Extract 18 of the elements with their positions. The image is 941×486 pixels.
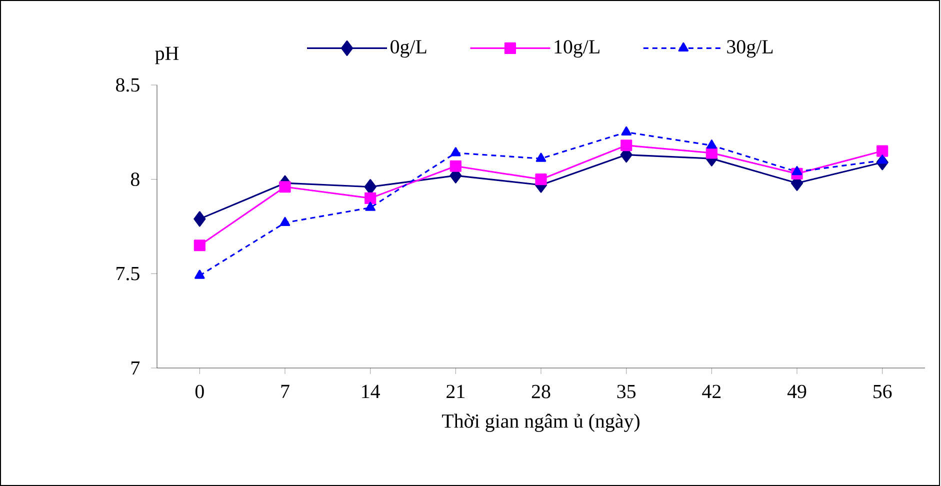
- y-tick-label: 7: [132, 361, 140, 375]
- x-axis-title: Thời gian ngâm ủ (ngày): [442, 414, 640, 432]
- x-tick-label: 0: [195, 384, 204, 398]
- x-tick-label: 42: [702, 384, 721, 398]
- x-tick-label: 49: [787, 384, 806, 398]
- y-axis-title: pH: [155, 46, 179, 64]
- x-tick-label: 21: [446, 384, 464, 398]
- x-tick-label: 14: [362, 384, 380, 398]
- y-tick-label: 7.5: [116, 267, 140, 280]
- legend-label: 10g/L: [554, 40, 600, 58]
- y-tick-label: 8: [130, 172, 140, 186]
- x-tick-label: 7: [281, 384, 290, 398]
- x-tick-label: 35: [617, 384, 636, 398]
- legend-label: 30g/L: [727, 40, 773, 58]
- x-tick-label: 28: [532, 384, 550, 398]
- legend-label: 0g/L: [390, 40, 426, 58]
- y-tick-label: 8.5: [116, 78, 140, 92]
- x-tick-label: 56: [874, 384, 892, 398]
